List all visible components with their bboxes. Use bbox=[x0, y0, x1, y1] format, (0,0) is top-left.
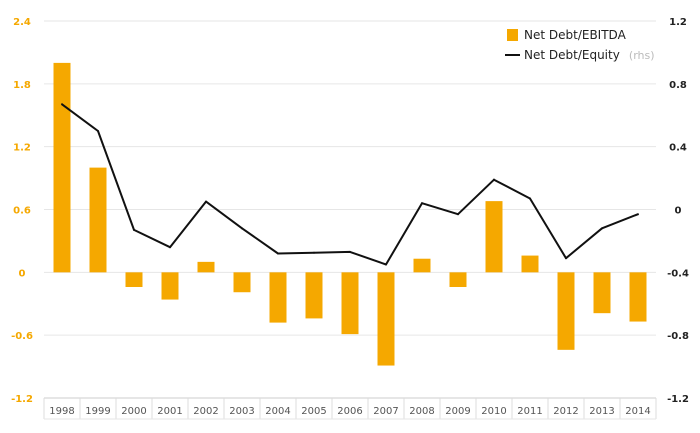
right-tick-label: 0.8 bbox=[669, 80, 687, 91]
line-point bbox=[277, 252, 279, 255]
line-point bbox=[61, 103, 63, 106]
line-point bbox=[241, 227, 243, 230]
left-tick-label: -0.6 bbox=[11, 331, 33, 342]
x-tick-label: 2007 bbox=[373, 406, 398, 417]
line-point bbox=[421, 202, 423, 205]
line-point bbox=[457, 213, 459, 216]
line-point bbox=[313, 251, 315, 254]
line-point bbox=[97, 129, 99, 132]
left-tick-label: -1.2 bbox=[11, 394, 33, 405]
axes: -1.2 -0.6 0 0.6 1.2 1.8 2.4 -1.2 -0.8 -0.4 0 0.4 0.8… bbox=[11, 17, 689, 420]
bar bbox=[161, 272, 179, 300]
left-tick-label: 0.6 bbox=[13, 206, 31, 217]
bar bbox=[593, 272, 611, 314]
line-point bbox=[565, 257, 567, 260]
legend-label-ebitda: Net Debt/EBITDA bbox=[524, 28, 627, 42]
line-point bbox=[205, 200, 207, 203]
bar bbox=[557, 272, 575, 350]
right-tick-label: 0.4 bbox=[669, 143, 687, 154]
bar bbox=[233, 272, 251, 293]
series-line bbox=[61, 103, 639, 266]
right-tick-label: -0.8 bbox=[667, 331, 689, 342]
legend-label-equity-suffix: (rhs) bbox=[629, 49, 655, 62]
x-tick-label: 2003 bbox=[229, 406, 254, 417]
bar bbox=[197, 261, 215, 273]
bar bbox=[377, 272, 395, 366]
bars-net-debt-ebitda bbox=[53, 62, 647, 366]
line-point bbox=[133, 228, 135, 231]
x-tick-label: 2009 bbox=[445, 406, 470, 417]
line-point bbox=[169, 246, 171, 249]
x-tick-label: 2012 bbox=[553, 406, 578, 417]
left-tick-label: 1.2 bbox=[13, 143, 31, 154]
bar bbox=[89, 167, 107, 273]
bar bbox=[521, 255, 539, 273]
svg-text:Net Debt/Equity (rhs): Net Debt/Equity (rhs) bbox=[524, 44, 655, 63]
x-tick-label: 2004 bbox=[265, 406, 290, 417]
legend-swatch-ebitda bbox=[507, 29, 518, 41]
x-tick-label: 2000 bbox=[121, 406, 146, 417]
line-net-debt-equity bbox=[61, 103, 639, 266]
x-tick-label: 2010 bbox=[481, 406, 506, 417]
line-point bbox=[529, 197, 531, 200]
left-tick-label: 1.8 bbox=[13, 80, 31, 91]
bar bbox=[53, 62, 71, 273]
line-point bbox=[601, 227, 603, 230]
bar bbox=[125, 272, 143, 287]
x-tick-label: 2002 bbox=[193, 406, 218, 417]
x-tick-label: 2005 bbox=[301, 406, 326, 417]
x-tick-label: 1998 bbox=[49, 406, 74, 417]
bar bbox=[269, 272, 287, 323]
line-point bbox=[385, 263, 387, 266]
legend-label-equity: Net Debt/Equity bbox=[524, 48, 620, 62]
x-tick-label: 2011 bbox=[517, 406, 542, 417]
line-point bbox=[637, 213, 639, 216]
right-tick-label: 0 bbox=[675, 206, 682, 217]
right-tick-label: -1.2 bbox=[667, 394, 689, 405]
right-tick-label: 1.2 bbox=[669, 17, 687, 28]
legend: Net Debt/EBITDA Net Debt/Equity (rhs) bbox=[505, 28, 655, 63]
left-tick-label: 0 bbox=[19, 268, 26, 279]
line-point bbox=[349, 250, 351, 253]
gridlines bbox=[44, 20, 656, 336]
x-tick-label: 2014 bbox=[625, 406, 650, 417]
x-tick-label: 2013 bbox=[589, 406, 614, 417]
x-tick-label: 1999 bbox=[85, 406, 110, 417]
x-tick-label: 2006 bbox=[337, 406, 362, 417]
left-tick-label: 2.4 bbox=[13, 17, 31, 28]
x-tick-label: 2008 bbox=[409, 406, 434, 417]
bar bbox=[305, 272, 323, 319]
bar bbox=[449, 272, 467, 287]
line-point bbox=[493, 178, 495, 181]
bar bbox=[413, 258, 431, 273]
bar bbox=[629, 272, 647, 322]
x-tick-label: 2001 bbox=[157, 406, 182, 417]
bar bbox=[341, 272, 359, 335]
bar bbox=[485, 201, 503, 273]
right-tick-label: -0.4 bbox=[667, 268, 689, 279]
